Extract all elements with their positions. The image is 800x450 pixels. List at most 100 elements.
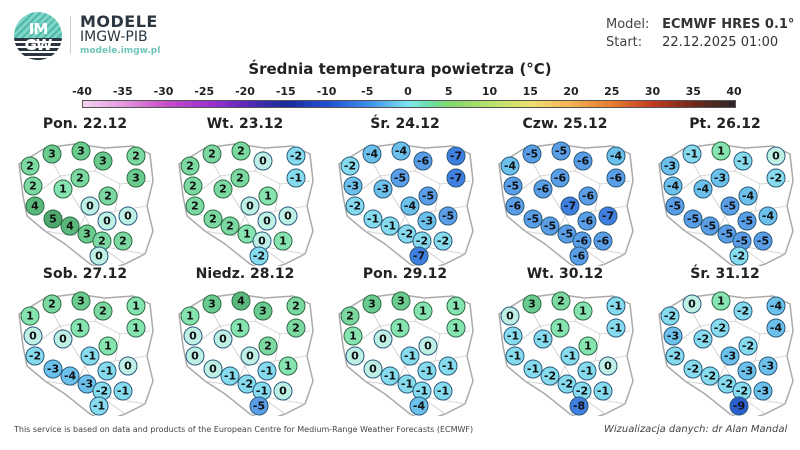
temperature-marker: 0 xyxy=(240,196,260,216)
forecast-panel: Śr. 31.12 -2 0 1 -2 -4 -4 -3 -2 -2 -2 -3 -2 -3 -3 -2 -2-… xyxy=(645,266,800,416)
temperature-marker: -5 xyxy=(720,196,740,216)
temperature-marker: 1 xyxy=(390,318,410,338)
temperature-marker: 3 xyxy=(71,291,91,311)
temperature-marker: -1 xyxy=(505,346,525,366)
temperature-marker: 0 xyxy=(345,346,365,366)
temperature-marker: 0 xyxy=(278,206,298,226)
colorbar-tick: 40 xyxy=(726,85,742,98)
temperature-marker: -6 xyxy=(606,168,626,188)
temperature-marker: -1 xyxy=(682,144,702,164)
temperature-marker: 0 xyxy=(89,246,109,266)
temperature-marker: 2 xyxy=(230,168,250,188)
temperature-marker: -2 xyxy=(433,231,453,251)
panel-date-title: Pon. 29.12 xyxy=(362,266,448,282)
temperature-marker: -1 xyxy=(257,361,277,381)
temperature-marker: 1 xyxy=(98,336,118,356)
colorbar-tick: 10 xyxy=(481,85,498,98)
temperature-marker: -1 xyxy=(113,381,133,401)
temperature-marker: 4 xyxy=(60,216,80,236)
temperature-marker: -1 xyxy=(577,361,597,381)
brand-url: modele.imgw.pl xyxy=(80,46,161,56)
temperature-marker: -5 xyxy=(665,196,685,216)
start-info: Start: 22.12.2025 01:00 xyxy=(606,35,778,50)
temperature-marker: 2 xyxy=(185,196,205,216)
temperature-marker: -4 xyxy=(362,144,382,164)
temperature-marker: -1 xyxy=(523,359,543,379)
temperature-marker: -3 xyxy=(663,326,683,346)
temperature-marker: -1 xyxy=(380,366,400,386)
temperature-marker: 1 xyxy=(258,186,278,206)
temperature-marker: 1 xyxy=(550,318,570,338)
temperature-marker: -6 xyxy=(572,231,592,251)
temperature-marker: -3 xyxy=(758,356,778,376)
temperature-marker: 0 xyxy=(373,329,393,349)
temperature-marker: -5 xyxy=(522,144,542,164)
forecast-panel: Śr. 24.12 -2 -4 -4 -6 -7 -7 -3 -3 -5 -5 -4 -2 -3 -5 -1-… xyxy=(325,116,485,266)
temperature-marker: 0 xyxy=(53,329,73,349)
temperature-marker: 1 xyxy=(180,306,200,326)
temperature-marker: -6 xyxy=(505,196,525,216)
temperature-marker: 3 xyxy=(362,294,382,314)
temperature-marker: 1 xyxy=(278,356,298,376)
temperature-marker: -3 xyxy=(710,168,730,188)
temperature-marker: 1 xyxy=(446,296,466,316)
temperature-marker: 1 xyxy=(578,336,598,356)
temperature-marker: 1 xyxy=(711,141,731,161)
temperature-marker: 1 xyxy=(230,318,250,338)
temperature-marker: 1 xyxy=(70,318,90,338)
temperature-marker: -2 xyxy=(412,231,432,251)
temperature-marker: 2 xyxy=(286,296,306,316)
temperature-marker: 0 xyxy=(118,206,138,226)
chart-title: Średnia temperatura powietrza (°C) xyxy=(248,60,552,78)
colorbar-tick: 15 xyxy=(522,85,538,98)
temperature-marker: -1 xyxy=(606,296,626,316)
temperature-marker: 2 xyxy=(23,176,43,196)
model-info: Model: ECMWF HRES 0.1° xyxy=(606,17,794,32)
temperature-marker: -6 xyxy=(550,168,570,188)
temperature-marker: -3 xyxy=(43,359,63,379)
temperature-marker: 2 xyxy=(93,301,113,321)
temperature-marker: 0 xyxy=(213,329,233,349)
forecast-panel: Sob. 27.12 1 2 3 2 1 1 0 0 1 1 -1 -2 -1 0 -3 -4 -3 -2 -1 -1 xyxy=(5,266,165,416)
temperature-marker: -2 xyxy=(249,246,269,266)
temperature-marker: -1 xyxy=(533,329,553,349)
temperature-marker: -5 xyxy=(700,216,720,236)
panel-date-title: Niedz. 28.12 xyxy=(195,266,295,282)
colorbar-tick: 5 xyxy=(444,85,453,98)
temperature-marker: -1 xyxy=(593,381,613,401)
panel-date-title: Pon. 22.12 xyxy=(42,116,128,132)
temperature-marker: -6 xyxy=(578,186,598,206)
temperature-marker: 2 xyxy=(126,146,146,166)
temperature-marker: -5 xyxy=(418,186,438,206)
forecast-panel: Wt. 23.12 2 2 2 0 -2 -1 2 2 2 1 0 2 0 0 2 2 1 0 1 -2 xyxy=(165,116,325,266)
logo-text-top: IM xyxy=(28,20,49,38)
colorbar-tick: -10 xyxy=(316,85,337,98)
logo-stripes xyxy=(14,38,62,60)
model-value: ECMWF HRES 0.1° xyxy=(662,17,795,32)
temperature-marker: 3 xyxy=(42,144,62,164)
temperature-marker: -5 xyxy=(737,211,757,231)
temperature-marker: -4 xyxy=(606,146,626,166)
temperature-marker: -2 xyxy=(540,366,560,386)
panel-date-title: Czw. 25.12 xyxy=(522,116,608,132)
temperature-marker: -5 xyxy=(753,231,773,251)
temperature-marker: 0 xyxy=(80,196,100,216)
temperature-marker: 3 xyxy=(202,294,222,314)
temperature-marker: 2 xyxy=(183,176,203,196)
brand-subtitle: IMGW-PIB xyxy=(80,29,148,45)
temperature-marker: 2 xyxy=(70,168,90,188)
temperature-marker: 1 xyxy=(446,318,466,338)
temperature-marker: -1 xyxy=(560,346,580,366)
temperature-marker: 2 xyxy=(113,231,133,251)
temperature-marker: 0 xyxy=(252,231,272,251)
temperature-marker: -1 xyxy=(503,326,523,346)
temperature-marker: 0 xyxy=(766,146,786,166)
temperature-marker: -4 xyxy=(738,186,758,206)
temperature-marker: -1 xyxy=(438,356,458,376)
temperature-marker: -5 xyxy=(503,176,523,196)
temperature-marker: -2 xyxy=(340,156,360,176)
colorbar-tick: -35 xyxy=(112,85,133,98)
temperature-marker: 2 xyxy=(286,318,306,338)
model-label: Model: xyxy=(606,17,650,32)
temperature-marker: -2 xyxy=(700,366,720,386)
